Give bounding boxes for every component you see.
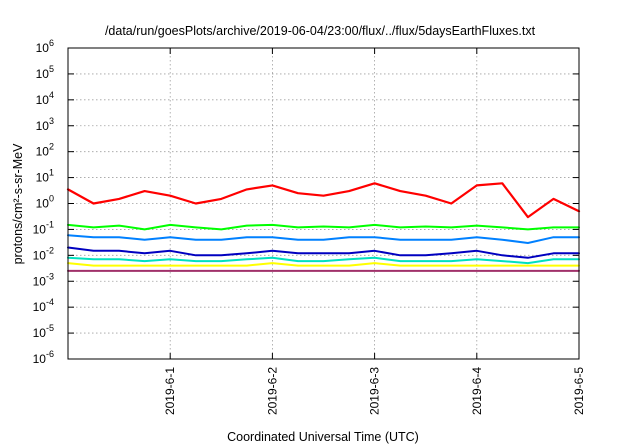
grid xyxy=(68,48,579,359)
series-line xyxy=(67,223,580,231)
series-line xyxy=(67,246,580,259)
y-tick-label: 102 xyxy=(36,142,54,159)
y-tick-label: 10-4 xyxy=(33,297,54,314)
y-tick-labels: 10-6 10-5 10-4 10-3 10-2 10-1 100 101 102 103 104 1… xyxy=(33,38,54,366)
y-tick-label: 10-2 xyxy=(33,245,54,262)
x-tick-label: 2019-6-1 xyxy=(163,367,177,415)
y-tick-label: 10-1 xyxy=(33,219,54,236)
y-tick-label: 10-3 xyxy=(33,271,54,288)
y-tick-label: 101 xyxy=(36,168,54,185)
series-line xyxy=(67,234,580,244)
y-tick-label: 104 xyxy=(36,90,54,107)
x-tick-label: 2019-6-2 xyxy=(265,367,279,415)
y-tick-label: 10-6 xyxy=(33,349,54,366)
x-tick-label: 2019-6-4 xyxy=(470,367,484,415)
y-tick-label: 10-5 xyxy=(33,323,54,340)
y-tick-label: 103 xyxy=(36,116,54,133)
series-line xyxy=(67,256,580,265)
x-tick-labels: 2019-6-1 2019-6-2 2019-6-3 2019-6-4 2019-6-5 xyxy=(163,367,586,415)
y-tick-label: 100 xyxy=(36,194,54,211)
chart-title: /data/run/goesPlots/archive/2019-06-04/2… xyxy=(105,24,536,38)
ticks xyxy=(68,47,580,360)
series-group xyxy=(66,182,581,272)
series-line xyxy=(66,182,581,219)
y-tick-label: 106 xyxy=(36,38,54,55)
x-axis-title: Coordinated Universal Time (UTC) xyxy=(227,430,419,444)
y-tick-label: 105 xyxy=(36,64,54,81)
x-tick-label: 2019-6-3 xyxy=(368,367,382,415)
x-tick-label: 2019-6-5 xyxy=(572,367,586,415)
series-line xyxy=(67,262,580,267)
y-axis-title: protons/cm²-s-sr-MeV xyxy=(11,143,25,265)
